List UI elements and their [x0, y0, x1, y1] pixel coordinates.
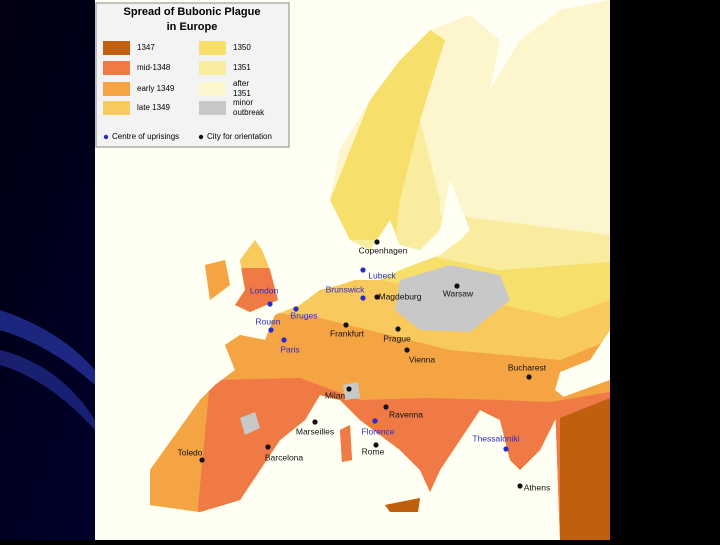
legend-title: Spread of Bubonic Plague — [124, 6, 261, 18]
city-label: Rome — [362, 446, 385, 456]
city-dot — [373, 442, 379, 448]
city-dot — [503, 446, 509, 452]
legend-dot — [103, 134, 109, 140]
city-label: Marseilles — [296, 426, 334, 436]
city-label: Copenhagen — [359, 245, 408, 255]
city-dot — [383, 404, 389, 410]
city-label: Paris — [280, 344, 299, 354]
city-dot — [404, 347, 410, 353]
city-label: Frankfurt — [330, 328, 365, 338]
city-label: London — [250, 285, 279, 295]
city-dot — [360, 295, 366, 301]
legend-label-line: outbreak — [233, 108, 265, 117]
city-dot — [360, 267, 366, 273]
swoosh — [0, 350, 95, 430]
city-label: Toledo — [177, 447, 202, 457]
city-label: Thessaloniki — [472, 433, 519, 443]
city-dot — [454, 283, 460, 289]
legend-title: in Europe — [167, 21, 218, 33]
city-dot — [268, 327, 274, 333]
city-dot — [372, 418, 378, 424]
region — [240, 412, 260, 435]
legend-label: late 1349 — [137, 103, 170, 112]
city-dot — [374, 294, 380, 300]
city-label: Florence — [361, 426, 394, 436]
legend: Spread of Bubonic Plague in Europe 1347 mid… — [95, 2, 290, 148]
legend-label: mid-1348 — [137, 63, 171, 72]
city-label: Bruges — [291, 310, 318, 320]
city-label: Vienna — [409, 354, 436, 364]
legend-swatch — [103, 61, 130, 75]
legend-swatch — [199, 41, 226, 55]
city-label: Brunswick — [326, 284, 365, 294]
legend-swatch — [103, 82, 130, 96]
city-label: Prague — [383, 333, 411, 343]
legend-label: minor outbreak — [233, 98, 265, 117]
region — [330, 30, 445, 240]
city-dot — [312, 419, 318, 425]
legend-label: 1351 — [233, 63, 251, 72]
legend-label: 1347 — [137, 43, 155, 52]
legend-box — [95, 2, 290, 148]
legend-swatch — [199, 101, 226, 115]
legend-label: City for orientation — [207, 132, 272, 141]
legend-dot — [198, 134, 204, 140]
region — [395, 265, 510, 332]
legend-swatch — [199, 61, 226, 75]
city-dot — [374, 239, 380, 245]
city-dot — [343, 322, 349, 328]
legend-swatch — [103, 41, 130, 55]
city-dot — [199, 457, 205, 463]
city-dot — [293, 306, 299, 312]
city-label: Rouen — [255, 316, 280, 326]
swoosh — [0, 310, 95, 385]
city-dot — [517, 483, 523, 489]
city-label: Athens — [524, 482, 550, 492]
city-label: Lubeck — [368, 270, 396, 280]
legend-label-line: after — [233, 79, 249, 88]
legend-label: Centre of uprisings — [112, 132, 179, 141]
legend-label: 1350 — [233, 43, 251, 52]
region — [560, 398, 610, 540]
region — [385, 498, 420, 512]
legend-swatch — [103, 101, 130, 115]
city-label: Ravenna — [389, 409, 423, 419]
legend-swatch — [199, 82, 226, 96]
city-dot — [526, 374, 532, 380]
region — [343, 382, 360, 400]
region — [235, 268, 280, 312]
city-dot — [265, 444, 271, 450]
right-band — [610, 0, 720, 540]
city-label: Warsaw — [443, 288, 474, 298]
legend-label-line: minor — [233, 98, 253, 107]
city-dot — [395, 326, 401, 332]
city-dot — [267, 301, 273, 307]
legend-label: after 1351 — [233, 79, 251, 98]
city-dot — [346, 386, 352, 392]
city-label: Barcelona — [265, 452, 304, 462]
city-dot — [281, 337, 287, 343]
city-label: Milan — [325, 390, 346, 400]
legend-label: early 1349 — [137, 84, 175, 93]
city-label: Bucharest — [508, 362, 547, 372]
legend-label-line: 1351 — [233, 89, 251, 98]
city-label: Magdeburg — [378, 291, 421, 301]
